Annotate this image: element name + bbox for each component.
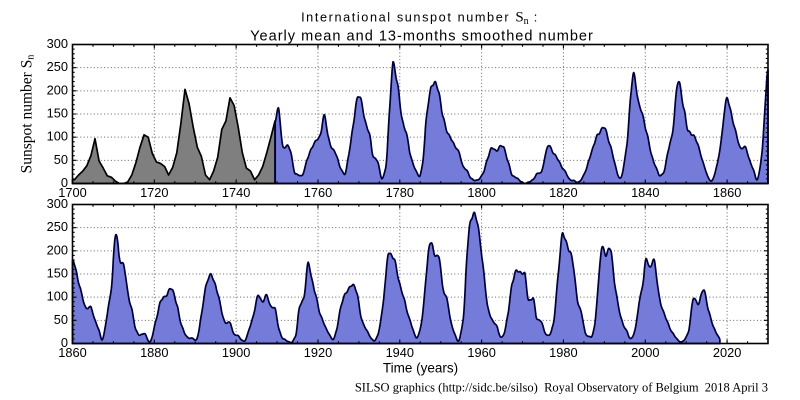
svg-text:100: 100	[47, 289, 68, 304]
svg-text:1780: 1780	[386, 185, 414, 200]
svg-text:200: 200	[47, 82, 68, 97]
svg-text:300: 300	[47, 196, 68, 211]
svg-text:2000: 2000	[631, 345, 659, 360]
svg-text:50: 50	[54, 312, 68, 327]
svg-text:1800: 1800	[467, 185, 495, 200]
svg-text:1860: 1860	[58, 345, 86, 360]
svg-text:1700: 1700	[58, 185, 86, 200]
svg-text:1900: 1900	[222, 345, 250, 360]
svg-text:Yearly mean and 13-months smoo: Yearly mean and 13-months smoothed numbe…	[250, 28, 594, 44]
svg-text:International sunspot number S: International sunspot number Sn :	[301, 9, 539, 27]
svg-text:1720: 1720	[140, 185, 168, 200]
svg-text:1940: 1940	[386, 345, 414, 360]
svg-text:Sunspot number Sn: Sunspot number Sn	[19, 55, 37, 174]
svg-text:250: 250	[47, 59, 68, 74]
svg-text:1740: 1740	[222, 185, 250, 200]
svg-text:1880: 1880	[140, 345, 168, 360]
svg-text:1920: 1920	[304, 345, 332, 360]
svg-text:SILSO graphics (http://sidc.be: SILSO graphics (http://sidc.be/silso) Ro…	[355, 381, 768, 395]
svg-text:1860: 1860	[713, 185, 741, 200]
svg-text:250: 250	[47, 219, 68, 234]
svg-text:1760: 1760	[304, 185, 332, 200]
svg-text:1980: 1980	[549, 345, 577, 360]
svg-text:1820: 1820	[549, 185, 577, 200]
svg-text:200: 200	[47, 242, 68, 257]
svg-text:1840: 1840	[631, 185, 659, 200]
svg-text:300: 300	[47, 36, 68, 51]
svg-text:1960: 1960	[467, 345, 495, 360]
svg-text:150: 150	[47, 266, 68, 281]
svg-text:0: 0	[61, 175, 68, 190]
svg-text:Time (years): Time (years)	[383, 361, 458, 376]
svg-text:2020: 2020	[713, 345, 741, 360]
svg-text:0: 0	[61, 335, 68, 350]
svg-text:100: 100	[47, 129, 68, 144]
svg-text:50: 50	[54, 152, 68, 167]
svg-text:150: 150	[47, 106, 68, 121]
